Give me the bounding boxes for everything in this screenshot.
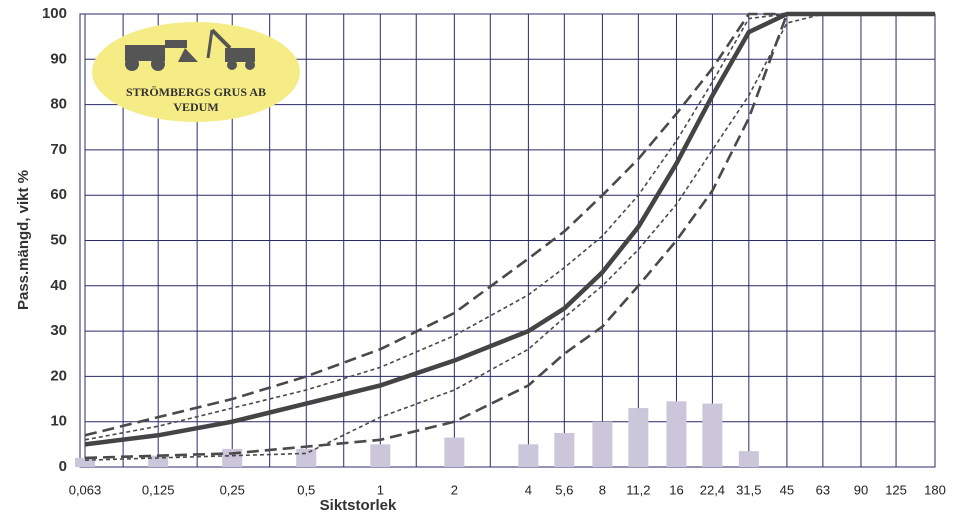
x-tick-label: 2: [451, 482, 458, 497]
y-tick-label: 100: [42, 5, 67, 22]
bar: [370, 444, 390, 467]
logo-text: VEDUM: [173, 100, 218, 114]
x-tick-label: 90: [854, 482, 868, 497]
bar: [296, 449, 316, 467]
chart: Pass.mängd, vikt % Siktstorlek 010203040…: [0, 0, 958, 517]
x-tick-label: 1: [377, 482, 384, 497]
x-tick-label: 8: [599, 482, 606, 497]
x-tick-label: 180: [924, 482, 946, 497]
y-tick-label: 70: [50, 141, 67, 158]
bar: [554, 433, 574, 467]
y-axis-label: Pass.mängd, vikt %: [15, 170, 32, 310]
bar: [592, 422, 612, 467]
x-tick-label: 0,063: [69, 482, 102, 497]
y-tick-label: 80: [50, 96, 67, 113]
x-tick-label: 0,125: [142, 482, 175, 497]
y-tick-label: 30: [50, 322, 67, 339]
y-tick-label: 90: [50, 50, 67, 67]
logo: STRÖMBERGS GRUS AB VEDUM: [92, 22, 300, 122]
x-tick-label: 0,25: [220, 482, 245, 497]
x-tick-label: 5,6: [555, 482, 573, 497]
x-tick-label: 16: [669, 482, 683, 497]
logo-text: STRÖMBERGS GRUS AB: [126, 85, 266, 99]
bar: [666, 401, 686, 467]
x-tick-label: 4: [525, 482, 532, 497]
x-tick-label: 45: [780, 482, 794, 497]
y-tick-label: 10: [50, 413, 67, 430]
x-tick-label: 11,2: [626, 482, 650, 497]
x-tick-label: 63: [816, 482, 830, 497]
bar: [518, 444, 538, 467]
x-tick-label: 22,4: [700, 482, 725, 497]
y-tick-label: 20: [50, 367, 67, 384]
y-tick-label: 50: [50, 231, 67, 248]
y-tick-label: 60: [50, 186, 67, 203]
bar: [628, 408, 648, 467]
bar: [444, 438, 464, 467]
x-tick-label: 0,5: [297, 482, 315, 497]
x-tick-label: 125: [885, 482, 907, 497]
x-tick-label: 31,5: [736, 482, 761, 497]
bar: [702, 404, 722, 467]
bar: [739, 451, 759, 467]
x-axis-label: Siktstorlek: [320, 497, 397, 514]
y-tick-label: 0: [59, 458, 67, 475]
page: Pass.mängd, vikt % Siktstorlek 010203040…: [0, 0, 958, 522]
y-tick-label: 40: [50, 277, 67, 294]
